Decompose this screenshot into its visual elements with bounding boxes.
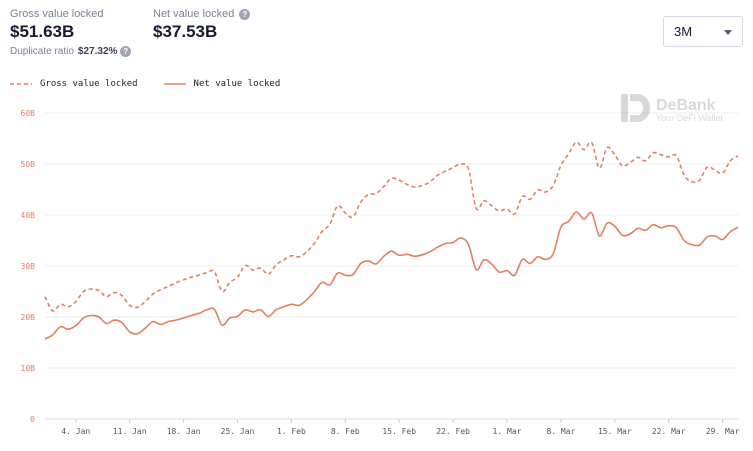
x-tick-label: 1. Feb [277,427,306,436]
net-value-label-row: Net value locked ? [153,8,251,20]
y-tick-label: 60B [21,109,36,118]
x-tick-label: 22. Feb [436,427,470,436]
legend-item-net[interactable]: Net value locked [163,79,281,89]
debank-watermark: DeBank Your DeFi Wallet [621,94,723,123]
x-tick-label: 1. Mar [493,427,522,436]
legend-label-net: Net value locked [193,79,281,89]
time-range-select[interactable]: 3M [663,16,743,47]
help-circle-icon[interactable]: ? [120,46,132,57]
gross-value-label: Gross value locked [10,8,104,20]
net-value-series-line [44,211,739,340]
duplicate-ratio-label: Duplicate ratio [10,46,74,57]
gross-value-amount: $51.63B [10,22,75,41]
x-tick-label: 4. Jan [61,427,90,436]
x-tick-label: 18. Jan [167,427,201,436]
net-value-label: Net value locked [153,8,235,20]
chevron-down-icon [724,30,732,35]
y-tick-label: 0 [30,415,35,424]
y-tick-label: 20B [21,313,36,322]
y-axis-ticks: 0 10B 20B 30B 40B 50B 60B [21,109,36,424]
x-axis-ticks: 4. Jan 11. Jan 18. Jan 25. Jan 1. Feb 8. Feb 1… [45,418,740,436]
x-tick-label: 15. Feb [382,427,416,436]
x-tick-label: 15. Mar [598,427,632,436]
legend-item-gross[interactable]: Gross value locked [10,79,138,89]
duplicate-ratio: Duplicate ratio $27.32% ? [10,46,132,57]
legend-dashed-line-icon [10,83,32,85]
duplicate-ratio-value: $27.32% [77,46,118,57]
x-tick-label: 8. Mar [546,427,575,436]
watermark-name: DeBank [656,97,716,114]
time-range-value: 3M [674,24,693,39]
watermark-tagline: Your DeFi Wallet [656,113,723,123]
gross-value-series-line [44,141,739,312]
net-value-amount: $37.53B [153,22,218,41]
x-tick-label: 11. Jan [113,427,147,436]
legend-label-gross: Gross value locked [40,79,138,89]
y-tick-label: 50B [21,160,36,169]
chart-legend: Gross value locked Net value locked [10,79,280,89]
net-value-stat: Net value locked ? $37.53B [153,8,251,42]
y-tick-label: 10B [21,364,36,373]
legend-solid-line-icon [163,83,186,85]
debank-logo-icon [621,94,650,122]
x-tick-label: 8. Feb [331,427,360,436]
gross-value-stat: Gross value locked $51.63B Duplicate rat… [10,8,132,57]
y-tick-label: 30B [21,262,36,271]
x-tick-label: 22. Mar [652,427,686,436]
x-tick-label: 29. Mar [706,427,740,436]
series-lines [44,141,739,340]
y-tick-label: 40B [21,211,36,220]
help-circle-icon[interactable]: ? [239,8,251,20]
x-tick-label: 25. Jan [221,427,255,436]
